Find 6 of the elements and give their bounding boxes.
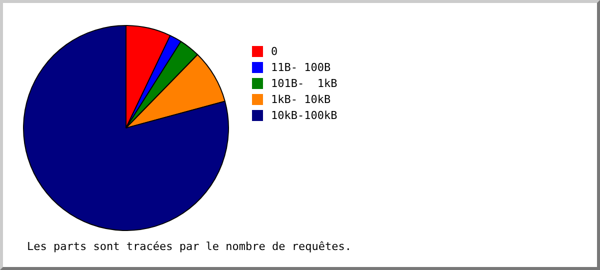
legend-label: 11B- 100B: [271, 60, 331, 74]
legend-label: 10kB-100kB: [271, 108, 338, 122]
legend-label: 0: [271, 44, 278, 58]
text: Les parts sont tracées par le nombre de requêtes.: [27, 240, 352, 253]
legend-label: 1kB- 10kB: [271, 92, 331, 106]
legend-label: 101B- 1kB: [271, 76, 338, 90]
